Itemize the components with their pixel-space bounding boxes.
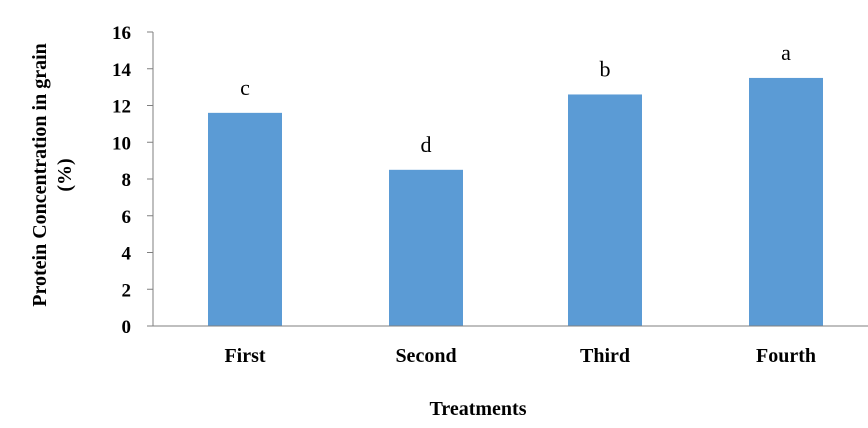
- x-category-label: Fourth: [756, 345, 816, 367]
- y-tick-label: 0: [122, 317, 132, 338]
- bar-third: [568, 94, 642, 326]
- y-tick-label: 12: [112, 97, 131, 118]
- y-tick-label: 6: [122, 207, 132, 228]
- y-tick-label: 8: [122, 170, 132, 191]
- bar-letter-fourth: a: [781, 40, 791, 65]
- bar-letter-second: d: [421, 132, 432, 157]
- x-category-label: First: [224, 345, 265, 367]
- bar-second: [389, 169, 463, 326]
- bar-first: [208, 112, 282, 326]
- y-tick-label: 4: [122, 244, 132, 265]
- y-tick-label: 2: [122, 280, 132, 301]
- x-axis-title: Treatments: [429, 398, 526, 420]
- y-axis-title-line-2: (%): [54, 158, 76, 191]
- x-axis-categories: First Second Third Fourth: [224, 345, 816, 367]
- y-tick-label: 10: [112, 133, 131, 154]
- bars-group: [208, 77, 823, 326]
- y-axis-ticks: 0 2 4 6 8 10 12 14 16: [112, 23, 153, 338]
- y-tick-label: 16: [112, 23, 131, 44]
- x-category-label: Third: [580, 345, 630, 367]
- bar-fourth: [749, 77, 823, 326]
- y-tick-label: 14: [112, 60, 132, 81]
- data-labels-group: c d b a: [240, 40, 791, 157]
- y-axis-title: Protein Concentration in grain (%): [29, 43, 76, 307]
- bar-letter-first: c: [240, 75, 250, 100]
- bar-letter-third: b: [600, 56, 611, 81]
- y-axis-title-line-1: Protein Concentration in grain: [29, 43, 51, 307]
- x-category-label: Second: [395, 345, 456, 367]
